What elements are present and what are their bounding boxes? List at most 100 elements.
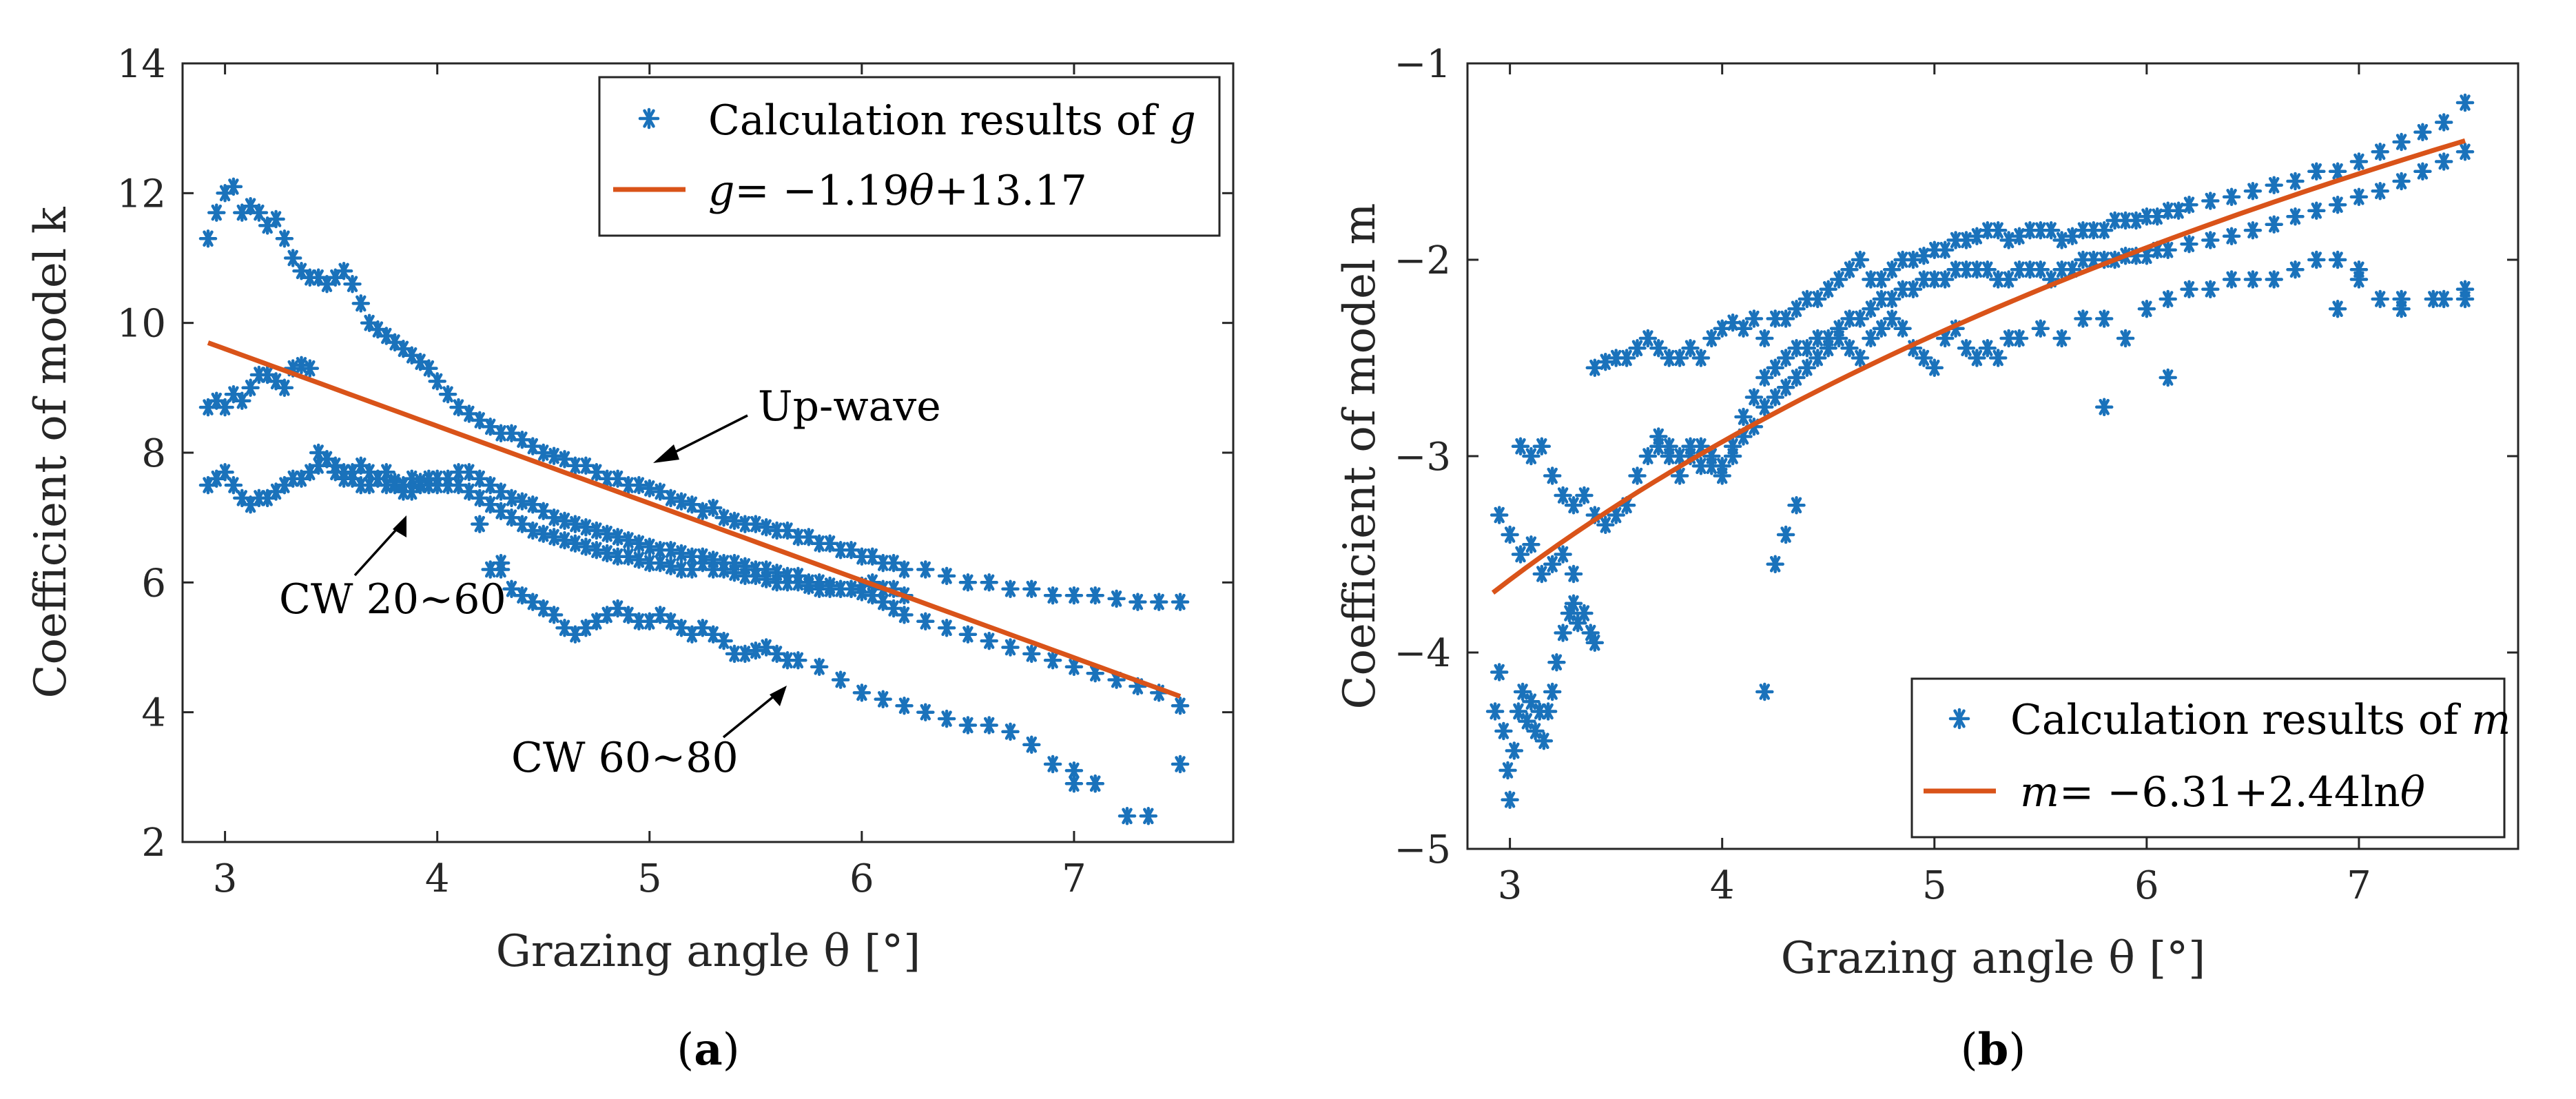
data-point-a-0-62: [799, 528, 818, 546]
annotation-up-wave: Up-wave: [758, 382, 941, 431]
annotation-up-wave-arrow: [662, 414, 748, 460]
data-point-a-3-41: [1043, 754, 1062, 774]
data-point-b-3-23: [1490, 506, 1509, 524]
data-point-a-3-16: [650, 606, 670, 624]
data-point-a-1-9: [275, 378, 294, 398]
data-point-a-3-9: [577, 619, 595, 637]
data-point-b-2-42: [1957, 339, 1976, 358]
annotation-cw-60-80: CW 60~80: [511, 734, 739, 782]
ytick-label-b-0: −5: [1394, 828, 1451, 872]
ytick-label-a-5: 12: [117, 172, 166, 216]
data-point-a-1-35: [513, 492, 532, 511]
data-point-a-0-54: [714, 508, 733, 527]
data-point-b-2-4: [1554, 486, 1572, 505]
xtick-label-b-4: 7: [2347, 863, 2371, 908]
data-point-b-2-23: [1755, 398, 1774, 417]
data-point-b-0-19: [1787, 300, 1806, 318]
data-point-b-1-56: [2328, 195, 2347, 214]
data-point-b-0-22: [1819, 280, 1837, 299]
data-point-b-2-15: [1670, 466, 1689, 485]
data-point-b-1-55: [2307, 201, 2326, 220]
data-point-a-0-70: [884, 553, 903, 573]
fit-line-a: [207, 340, 1182, 699]
data-point-a-0-16: [334, 262, 353, 280]
data-point-a-2-40: [566, 534, 585, 553]
data-point-a-2-45: [619, 547, 638, 566]
data-point-a-2-62: [799, 576, 818, 595]
data-point-b-2-12: [1638, 446, 1658, 466]
markers-a: [198, 177, 1190, 825]
data-point-b-2-14: [1660, 446, 1678, 466]
data-point-b-2-11: [1628, 466, 1647, 485]
data-point-b-2-31: [1840, 339, 1859, 358]
legend-marker-b: [1948, 708, 1970, 730]
data-point-b-1-14: [1797, 339, 1817, 358]
data-point-a-0-80: [1086, 586, 1104, 605]
data-point-a-0-27: [428, 372, 446, 391]
data-point-a-3-29: [789, 651, 807, 670]
data-point-a-1-76: [1001, 638, 1020, 657]
data-point-a-0-84: [1171, 593, 1190, 611]
data-point-a-3-44: [1117, 807, 1137, 825]
xtick-label-b-2: 5: [1922, 863, 1947, 908]
data-point-a-3-31: [831, 670, 850, 689]
data-point-a-2-33: [491, 502, 511, 521]
data-point-a-2-43: [597, 544, 617, 563]
data-point-b-2-43: [1968, 349, 1986, 367]
data-point-b-0-68: [2434, 113, 2453, 132]
data-point-b-4-8: [2371, 289, 2389, 309]
data-point-a-3-23: [725, 644, 744, 664]
data-point-a-0-28: [438, 384, 457, 404]
data-point-a-0-30: [460, 404, 479, 423]
data-point-b-1-46: [2137, 247, 2156, 265]
data-point-b-3-9: [1522, 692, 1541, 711]
annotation-up-wave-arrowhead: [653, 444, 679, 463]
data-point-b-0-60: [2265, 176, 2283, 194]
data-point-b-1-51: [2222, 227, 2241, 246]
data-point-b-0-16: [1755, 329, 1774, 348]
data-point-a-3-34: [895, 697, 914, 715]
annotation-cw-20-60-arrow: [353, 522, 403, 577]
data-point-b-0-33: [1935, 240, 1955, 260]
data-point-b-4-3: [1787, 496, 1806, 515]
data-point-b-3-2: [1494, 721, 1513, 741]
data-point-a-1-73: [937, 619, 956, 637]
data-point-a-2-30: [460, 482, 479, 501]
data-point-a-0-53: [703, 498, 723, 517]
data-point-a-2-3: [224, 475, 243, 495]
data-point-a-0-41: [577, 456, 595, 475]
data-point-b-2-5: [1564, 496, 1583, 515]
data-point-a-3-38: [980, 716, 998, 735]
data-point-b-1-49: [2180, 234, 2198, 254]
data-point-a-0-7: [258, 216, 277, 235]
data-point-b-2-28: [1809, 349, 1827, 367]
data-point-b-2-53: [2137, 300, 2156, 318]
data-point-a-3-30: [810, 657, 829, 677]
data-point-b-3-24: [1501, 525, 1519, 544]
data-point-b-2-48: [2031, 319, 2050, 338]
data-point-b-0-59: [2243, 182, 2263, 201]
data-point-a-0-0: [198, 229, 218, 248]
data-point-b-4-7: [2349, 270, 2369, 289]
data-point-b-0-48: [2094, 221, 2114, 240]
data-point-a-1-45: [619, 531, 638, 550]
data-point-a-1-12: [300, 359, 320, 378]
data-point-a-1-33: [491, 482, 511, 501]
data-point-b-2-13: [1649, 437, 1668, 456]
data-point-b-3-7: [1513, 682, 1532, 701]
xtick-label-b-0: 3: [1498, 863, 1523, 908]
data-point-b-2-35: [1882, 309, 1902, 328]
data-point-a-2-0: [198, 475, 218, 495]
data-point-a-0-66: [842, 541, 861, 559]
data-point-a-0-42: [587, 463, 606, 482]
data-point-a-1-79: [1064, 657, 1084, 677]
data-point-a-1-5: [241, 378, 260, 398]
data-point-a-0-26: [420, 359, 438, 378]
data-point-a-3-2: [502, 579, 521, 599]
data-point-a-3-0: [481, 560, 499, 579]
data-point-b-0-43: [2041, 221, 2061, 240]
data-point-a-3-33: [874, 690, 892, 709]
data-point-b-2-55: [2180, 280, 2198, 299]
data-point-b-1-35: [2021, 260, 2039, 279]
data-point-a-3-24: [736, 644, 754, 664]
